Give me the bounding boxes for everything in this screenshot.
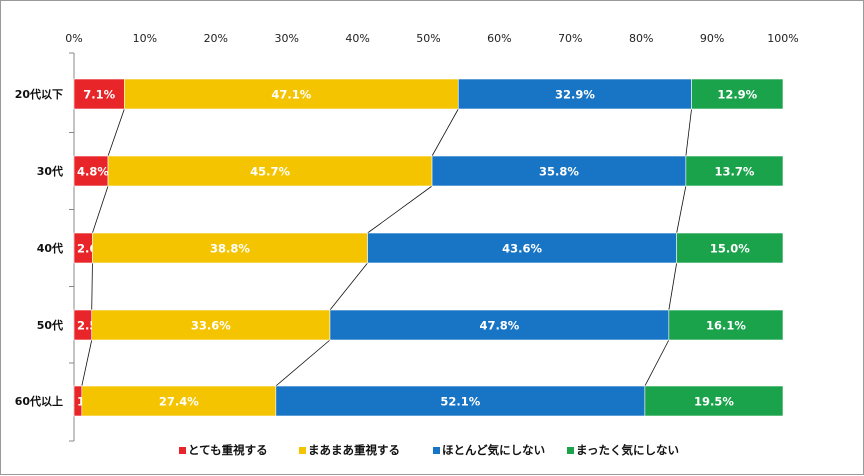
data-label: 35.8% [539,165,579,179]
x-tick-label: 70% [558,32,582,45]
bar-segment [107,155,433,187]
data-label: 16.1% [706,319,746,333]
x-tick-label: 10% [133,32,157,45]
data-label: 47.8% [479,319,519,333]
data-label: 19.5% [694,395,734,409]
x-tick-label: 50% [416,32,440,45]
x-tick-label: 0% [65,32,82,45]
bar-segment [676,232,784,264]
category-label: 50代 [37,318,63,332]
legend-label: まったく気にしない [576,443,679,457]
category-label: 40代 [37,241,63,255]
series-line [92,185,109,234]
data-label: 4.8% [77,165,109,179]
bar-segment [91,309,331,341]
series-line [275,339,331,387]
series-line [91,262,93,311]
x-tick-label: 30% [274,32,298,45]
data-label: 27.4% [159,395,199,409]
series-line [329,262,368,311]
bar-segment [81,385,277,417]
series-line [644,339,670,387]
legend-label: まあまあ重視する [308,443,400,457]
bar-segment [73,78,125,110]
x-tick-label: 60% [487,32,511,45]
data-label: 13.7% [714,165,754,179]
data-label: 43.6% [502,242,542,256]
legend-label: とても重視する [188,443,268,457]
series-line [367,185,433,234]
legend-label: ほとんど気にしない [442,443,545,457]
series-line [107,108,125,157]
series-line [676,185,687,234]
legend-swatch [567,447,574,454]
data-label: 38.8% [210,242,250,256]
bar-segment [73,155,109,187]
series-line [668,262,678,311]
data-label: 7.1% [83,88,115,102]
bar-segment [691,78,784,110]
series-line [685,108,692,157]
data-label: 33.6% [191,319,231,333]
category-label: 30代 [37,164,63,178]
x-tick-label: 100% [767,32,798,45]
bar-segment [367,232,677,264]
bar-segment [685,155,784,187]
data-label: 47.1% [271,88,311,102]
data-label: 15.0% [710,242,750,256]
bar-segment [124,78,459,110]
bar-segment [275,385,646,417]
bar-segment [329,309,670,341]
category-label: 60代以上 [15,394,63,408]
x-tick-label: 80% [629,32,653,45]
data-label: 12.9% [717,88,757,102]
data-label: 52.1% [440,395,480,409]
bar-segment [644,385,784,417]
data-label: 45.7% [250,165,290,179]
x-tick-label: 20% [204,32,228,45]
bar-segment [668,309,784,341]
legend-swatch [299,447,306,454]
category-label: 20代以下 [15,87,63,101]
series-line [431,108,459,157]
x-tick-label: 90% [700,32,724,45]
bar-segment [92,232,368,264]
series-line [81,339,93,387]
legend-swatch [433,447,440,454]
x-tick-label: 40% [345,32,369,45]
bar-segment [457,78,692,110]
legend-swatch [179,447,186,454]
data-label: 32.9% [555,88,595,102]
